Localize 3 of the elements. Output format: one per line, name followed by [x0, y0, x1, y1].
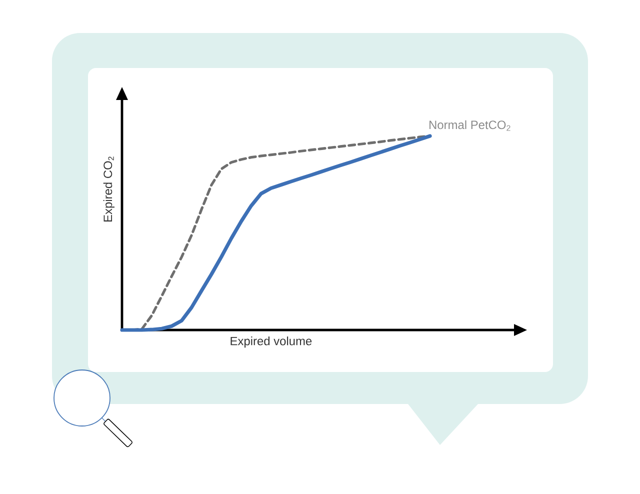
text: Normal PetCO$_{2}$ — [430, 120, 510, 131]
y-axis-title: Expired CO$_{2}$ — [103, 156, 114, 222]
x-axis-title: Expired volume — [230, 336, 312, 348]
